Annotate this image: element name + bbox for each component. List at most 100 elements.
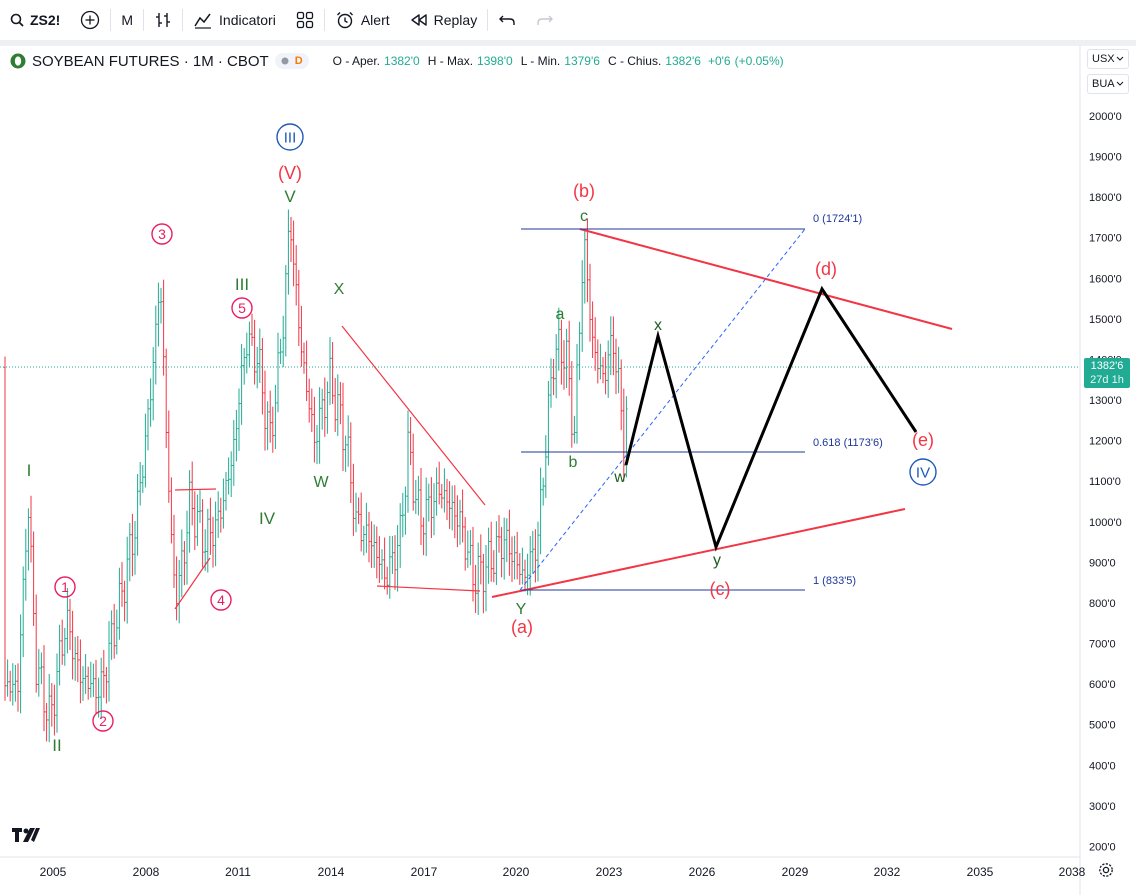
wave-2-label: 2 xyxy=(99,713,107,729)
price-axis-label: 900'0 xyxy=(1089,557,1116,569)
wave-III-label: III xyxy=(235,275,249,294)
price-axis-label: 600'0 xyxy=(1089,679,1116,691)
wave-d-red-label: (d) xyxy=(815,259,837,279)
price-axis-label: 1300'0 xyxy=(1089,395,1122,407)
change-percent: (+0.05%) xyxy=(734,54,784,68)
data-status-pill[interactable]: D xyxy=(274,53,309,69)
wave-b-label: b xyxy=(569,454,578,471)
redo-button[interactable] xyxy=(526,0,564,40)
price-axis-label: 700'0 xyxy=(1089,639,1116,651)
chart-type-button[interactable] xyxy=(144,0,182,40)
price-axis-label: 1900'0 xyxy=(1089,152,1122,164)
pattern-line[interactable] xyxy=(174,488,217,491)
alarm-clock-icon xyxy=(335,10,355,30)
chart-legend: SOYBEAN FUTURES · 1M · CBOT D O - Aper. … xyxy=(10,51,784,71)
interval-button[interactable]: M xyxy=(111,0,143,40)
wave-2-label-circle xyxy=(92,710,114,732)
wave-w-label: w xyxy=(613,469,626,486)
price-axis-label: 1800'0 xyxy=(1089,192,1122,204)
time-axis-label: 2017 xyxy=(411,865,438,879)
fib-label-1: 1 (833'5) xyxy=(813,575,856,587)
wave-y-label: y xyxy=(713,552,721,569)
wave-IV-major-label-circle xyxy=(909,458,937,486)
rewind-icon xyxy=(410,13,428,27)
indicators-icon xyxy=(193,11,213,29)
low-label: L - Min. xyxy=(520,54,561,68)
add-circle-icon xyxy=(80,10,100,30)
projected-wave-path[interactable] xyxy=(624,285,918,552)
triangle-upper-line[interactable] xyxy=(579,228,953,330)
time-axis-label: 2038 xyxy=(1059,865,1086,879)
symbol-logo-icon xyxy=(10,53,26,69)
currency-label: USX xyxy=(1092,53,1115,65)
trend-line[interactable] xyxy=(376,585,481,592)
wave-4-label-circle xyxy=(210,589,232,611)
price-axis-label: 1000'0 xyxy=(1089,517,1122,529)
legend-title[interactable]: SOYBEAN FUTURES · 1M · CBOT xyxy=(32,52,269,70)
wave-III-major-label-circle xyxy=(276,123,304,151)
compare-button[interactable] xyxy=(70,0,110,40)
wave-x-label: x xyxy=(654,317,662,334)
last-price-tag: 1382'6 27d 1h xyxy=(1084,358,1130,388)
wave-e-red-label: (e) xyxy=(912,430,934,450)
time-axis-label: 2020 xyxy=(503,865,530,879)
wave-5-label: 5 xyxy=(238,300,246,316)
wave-b-red-label: (b) xyxy=(573,181,595,201)
interval-label: M xyxy=(121,12,134,28)
last-price: 1382'6 xyxy=(1090,360,1124,372)
wave-W-label: W xyxy=(313,474,329,491)
change-value: +0'6 xyxy=(707,54,731,68)
indicators-label: Indicatori xyxy=(219,12,276,28)
currency-selector[interactable]: USX xyxy=(1087,49,1129,69)
price-axis-label: 800'0 xyxy=(1089,598,1116,610)
wave-4-label: 4 xyxy=(217,592,225,608)
undo-button[interactable] xyxy=(488,0,526,40)
price-axis-label: 300'0 xyxy=(1089,801,1116,813)
alert-button[interactable]: Alert xyxy=(325,0,400,40)
toolbar-separator xyxy=(0,40,1136,46)
layouts-button[interactable] xyxy=(286,0,324,40)
wave-III-major-label: III xyxy=(284,129,297,146)
bars-chart-icon xyxy=(154,11,172,29)
tradingview-logo xyxy=(12,826,42,850)
undo-icon xyxy=(498,13,516,27)
chevron-down-icon xyxy=(1116,56,1124,62)
wave-1-label: 1 xyxy=(61,579,69,595)
trend-line[interactable] xyxy=(341,325,486,506)
wave-5-label-circle xyxy=(231,297,253,319)
high-label: H - Max. xyxy=(427,54,474,68)
fib-label-0: 0 (1724'1) xyxy=(813,213,862,225)
wave-3-label-circle xyxy=(151,223,173,245)
time-axis-label: 2005 xyxy=(40,865,67,879)
ohlc-values: O - Aper. 1382'0 H - Max. 1398'0 L - Min… xyxy=(333,54,784,68)
wave-II-label: II xyxy=(52,736,61,755)
triangle-lower-line[interactable] xyxy=(491,508,906,598)
wave-a-red-label: (a) xyxy=(511,617,533,637)
wave-V-red-label: (V) xyxy=(278,163,302,183)
time-axis-label: 2032 xyxy=(874,865,901,879)
pattern-line[interactable] xyxy=(174,557,211,610)
search-icon xyxy=(10,13,24,27)
unit-label: BUA xyxy=(1092,78,1115,90)
unit-selector[interactable]: BUA xyxy=(1087,74,1129,94)
open-label: O - Aper. xyxy=(332,54,381,68)
indicators-button[interactable]: Indicatori xyxy=(183,0,286,40)
chevron-down-icon xyxy=(1116,81,1124,87)
wave-X-label: X xyxy=(334,281,345,298)
alert-label: Alert xyxy=(360,12,390,28)
price-axis-label: 1500'0 xyxy=(1089,314,1122,326)
price-axis-label: 200'0 xyxy=(1089,841,1116,853)
symbol-search[interactable]: ZS2! xyxy=(0,0,70,40)
time-axis-label: 2023 xyxy=(596,865,623,879)
divider xyxy=(487,9,489,31)
price-axis-label: 1100'0 xyxy=(1089,476,1121,488)
wave-I-label: I xyxy=(27,461,32,480)
open-value: 1382'0 xyxy=(384,54,420,68)
price-axis-label: 400'0 xyxy=(1089,760,1116,772)
replay-label: Replay xyxy=(433,12,478,28)
wave-1-label-circle xyxy=(54,576,76,598)
settings-gear-icon[interactable] xyxy=(1098,862,1114,882)
replay-button[interactable]: Replay xyxy=(400,0,488,40)
fib-trend-line[interactable] xyxy=(519,228,806,591)
